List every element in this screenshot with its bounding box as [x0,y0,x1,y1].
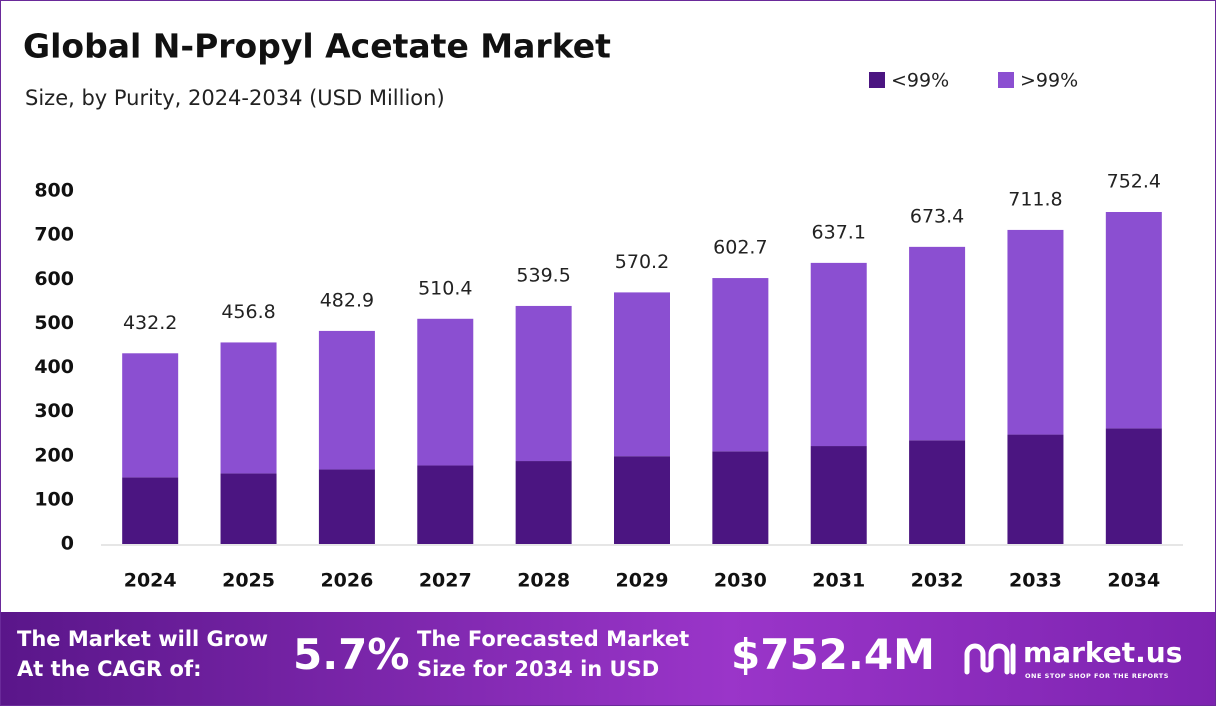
bar-segment [909,440,966,544]
bar-segment [1007,434,1064,544]
bar-segment [515,305,572,462]
total-label: 752.4 [1107,171,1161,193]
total-label: 432.2 [123,312,177,334]
cagr-line: At the CAGR of: [17,657,202,681]
y-tick-label: 400 [34,356,74,378]
x-tick-label: 2032 [911,570,964,592]
y-tick-label: 800 [34,180,74,202]
brand-name: market.us [1023,636,1183,669]
chart: Global N-Propyl Acetate Market Size, by … [23,27,1183,592]
footer: The Market will Grow At the CAGR of: 5.7%… [1,612,1215,705]
bar-segment [318,330,375,470]
legend-label: >99% [1020,70,1078,92]
y-tick-label: 100 [34,488,74,510]
bar-segment [810,262,867,447]
brand-tagline: ONE STOP SHOP FOR THE REPORTS [1025,672,1169,680]
total-label: 510.4 [418,277,472,299]
forecast-value: $752.4M [731,630,935,679]
bar-segment [712,451,769,544]
total-label: 456.8 [221,301,275,323]
bar-segment [1007,229,1064,435]
x-tick-label: 2033 [1009,570,1062,592]
legend-swatch [869,72,885,88]
x-tick-label: 2024 [124,570,177,592]
bar-segment [220,473,277,544]
total-label: 602.7 [713,237,767,259]
y-tick-label: 0 [61,533,74,555]
forecast-line: Size for 2034 in USD [417,657,660,681]
bar-segment [417,318,474,466]
x-tick-label: 2030 [714,570,767,592]
bar-segment [122,353,179,478]
y-tick-label: 700 [34,224,74,246]
forecast-text: The Forecasted Market Size for 2034 in US… [417,624,689,684]
cagr-line: The Market will Grow [17,627,268,651]
bar-segment [909,246,966,441]
chart-title: Global N-Propyl Acetate Market [23,27,611,66]
bar-segment [712,278,769,452]
bar-segment [614,292,670,457]
x-tick-label: 2031 [812,570,865,592]
total-label: 539.5 [516,264,570,286]
chart-subtitle: Size, by Purity, 2024-2034 (USD Million) [25,86,445,110]
total-label: 673.4 [910,205,964,227]
forecast-line: The Forecasted Market [417,627,690,651]
total-label: 637.1 [812,221,866,243]
bar-segment [515,461,572,544]
brand-logo [964,643,1016,675]
total-label: 711.8 [1008,188,1062,210]
bar-segment [1105,212,1162,429]
bar-segment [122,477,179,544]
y-tick-label: 200 [34,444,74,466]
y-tick-label: 600 [34,268,74,290]
y-tick-label: 300 [34,400,74,422]
bar-segment [1105,428,1162,544]
bar-segment [220,342,277,474]
bar-segment [810,446,867,544]
x-tick-label: 2028 [517,570,570,592]
cagr-value: 5.7% [293,630,410,679]
total-label: 570.2 [615,251,669,273]
legend-swatch [998,72,1014,88]
bar-segment [318,469,375,544]
bar-segment [614,456,670,544]
legend-label: <99% [891,70,949,92]
bar-segment [417,465,474,544]
total-label: 482.9 [320,289,374,311]
x-tick-label: 2025 [222,570,275,592]
x-tick-label: 2027 [419,570,472,592]
x-tick-label: 2034 [1107,570,1160,592]
x-tick-label: 2026 [320,570,373,592]
x-tick-label: 2029 [616,570,669,592]
y-tick-label: 500 [34,312,74,334]
cagr-text: The Market will Grow At the CAGR of: [17,624,268,684]
